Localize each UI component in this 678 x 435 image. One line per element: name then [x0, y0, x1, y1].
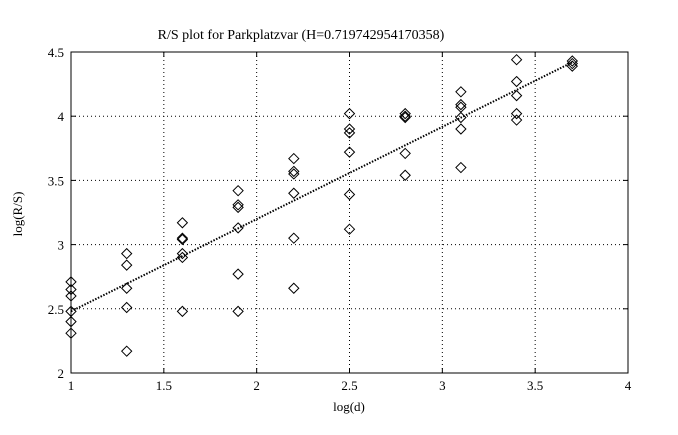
- data-point: [455, 161, 467, 174]
- data-point: [65, 276, 77, 288]
- data-point: [65, 283, 77, 296]
- data-point: [343, 188, 356, 201]
- data-point: [455, 86, 467, 98]
- grid: [71, 52, 628, 373]
- y-tick-label: 2.5: [48, 302, 64, 317]
- data-point: [176, 305, 189, 318]
- data-point: [510, 89, 523, 102]
- y-tick-label: 3: [58, 238, 65, 253]
- data-point: [232, 184, 244, 197]
- fit-line-group: [70, 61, 573, 313]
- data-point: [566, 60, 579, 72]
- data-point: [288, 282, 300, 294]
- data-point: [176, 217, 189, 229]
- data-point: [399, 107, 411, 120]
- data-point: [120, 259, 133, 271]
- data-point: [120, 282, 133, 294]
- fit-line: [70, 61, 573, 313]
- data-point: [232, 201, 244, 214]
- data-point: [510, 107, 523, 120]
- x-tick-label: 2.5: [341, 378, 357, 393]
- data-point: [399, 110, 411, 122]
- x-tick-label: 1: [68, 378, 75, 393]
- data-point: [288, 165, 300, 178]
- data-point: [343, 223, 356, 235]
- data-point: [176, 233, 189, 246]
- data-point: [65, 290, 77, 302]
- x-tick-label: 1.5: [156, 378, 172, 393]
- x-tick-label: 3.5: [527, 378, 543, 393]
- x-tick-label: 4: [625, 378, 632, 393]
- data-point: [399, 111, 411, 124]
- y-tick-label: 3.5: [48, 173, 64, 188]
- data-point: [176, 247, 189, 260]
- data-point: [65, 327, 77, 339]
- data-point: [455, 98, 467, 111]
- data-point: [455, 123, 467, 135]
- x-tick-label: 2: [253, 378, 260, 393]
- data-point: [120, 301, 133, 314]
- data-point: [343, 123, 356, 135]
- x-tick-label: 3: [439, 378, 446, 393]
- data-point: [120, 345, 133, 357]
- data-point: [288, 152, 300, 165]
- y-tick-label: 4.5: [48, 45, 64, 60]
- y-tick-label: 2: [58, 366, 65, 381]
- data-point: [232, 222, 244, 234]
- data-point: [65, 315, 77, 328]
- data-point: [455, 111, 467, 124]
- x-axis-label: log(d): [333, 399, 365, 414]
- data-point: [343, 146, 356, 158]
- data-point: [176, 232, 189, 244]
- y-tick-label: 4: [58, 109, 65, 124]
- data-point: [120, 247, 133, 260]
- data-point: [566, 57, 579, 70]
- axis-ticks: 1 1.5 2 2.5 3 3.5 4 2 2.5 3 3.5 4 4.5: [48, 45, 632, 393]
- chart-title: R/S plot for Parkplatzvar (H=0.719742954…: [158, 28, 445, 43]
- data-point: [232, 199, 244, 211]
- data-point: [343, 107, 356, 120]
- data-point: [176, 251, 189, 264]
- data-point: [510, 53, 523, 66]
- data-point: [399, 147, 411, 160]
- data-point: [288, 168, 300, 180]
- data-point: [566, 55, 579, 67]
- y-axis-label: log(R/S): [10, 192, 25, 237]
- data-point: [510, 114, 523, 126]
- data-point: [232, 305, 244, 318]
- data-point: [399, 169, 411, 181]
- data-points: [65, 53, 579, 357]
- data-point: [288, 187, 300, 199]
- data-point: [288, 232, 300, 244]
- data-point: [232, 268, 244, 280]
- data-point: [343, 127, 356, 139]
- data-point: [510, 75, 523, 88]
